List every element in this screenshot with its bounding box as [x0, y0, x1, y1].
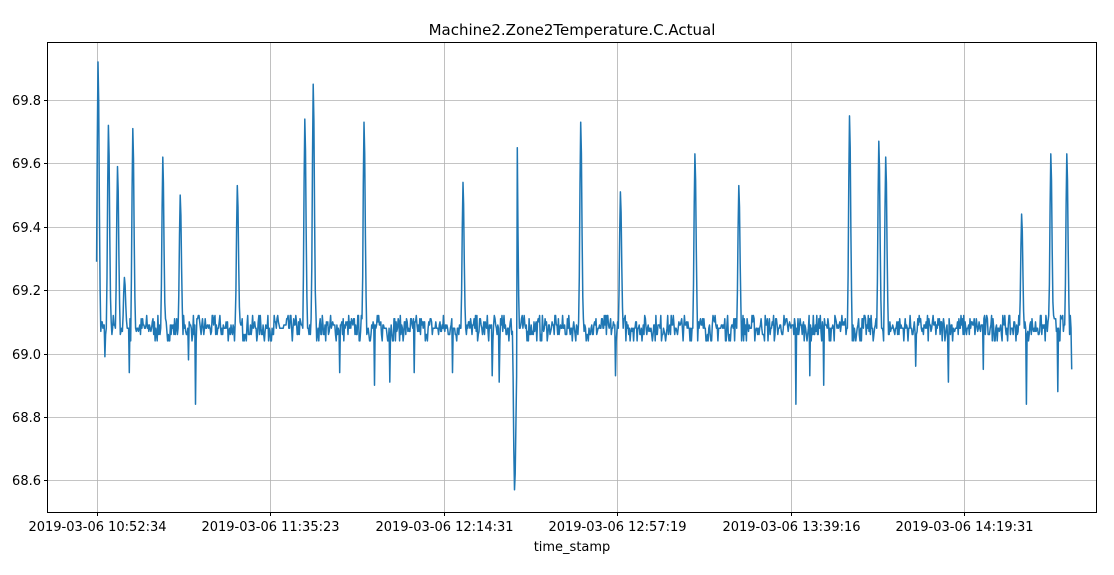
- y-tick-label: 68.6: [12, 474, 41, 489]
- y-axis: 68.6 68.8 69.0 69.2 69.4 69.6 69.8: [12, 94, 48, 489]
- y-tick-label: 69.8: [12, 94, 41, 109]
- grid-lines: [48, 43, 1096, 512]
- plot-area-frame: [47, 42, 1097, 513]
- series-line: [95, 61, 1073, 491]
- x-tick-label: 2019-03-06 12:14:31: [375, 520, 513, 535]
- x-tick-label: 2019-03-06 12:57:19: [548, 520, 686, 535]
- y-tick-label: 69.6: [12, 157, 41, 172]
- x-axis: 2019-03-06 10:52:34 2019-03-06 11:35:23 20…: [28, 512, 1034, 535]
- x-tick-label: 2019-03-06 14:19:31: [895, 520, 1033, 535]
- series-line-group: [95, 61, 1073, 491]
- x-tick-label: 2019-03-06 10:52:34: [28, 520, 166, 535]
- y-tick-label: 68.8: [12, 411, 41, 426]
- chart-title: Machine2.Zone2Temperature.C.Actual: [429, 21, 716, 39]
- x-tick-label: 2019-03-06 13:39:16: [722, 520, 860, 535]
- y-tick-label: 69.0: [12, 348, 41, 363]
- y-tick-label: 69.4: [12, 221, 41, 236]
- x-tick-label: 2019-03-06 11:35:23: [201, 520, 339, 535]
- y-tick-label: 69.2: [12, 284, 41, 299]
- x-axis-label: time_stamp: [534, 540, 611, 555]
